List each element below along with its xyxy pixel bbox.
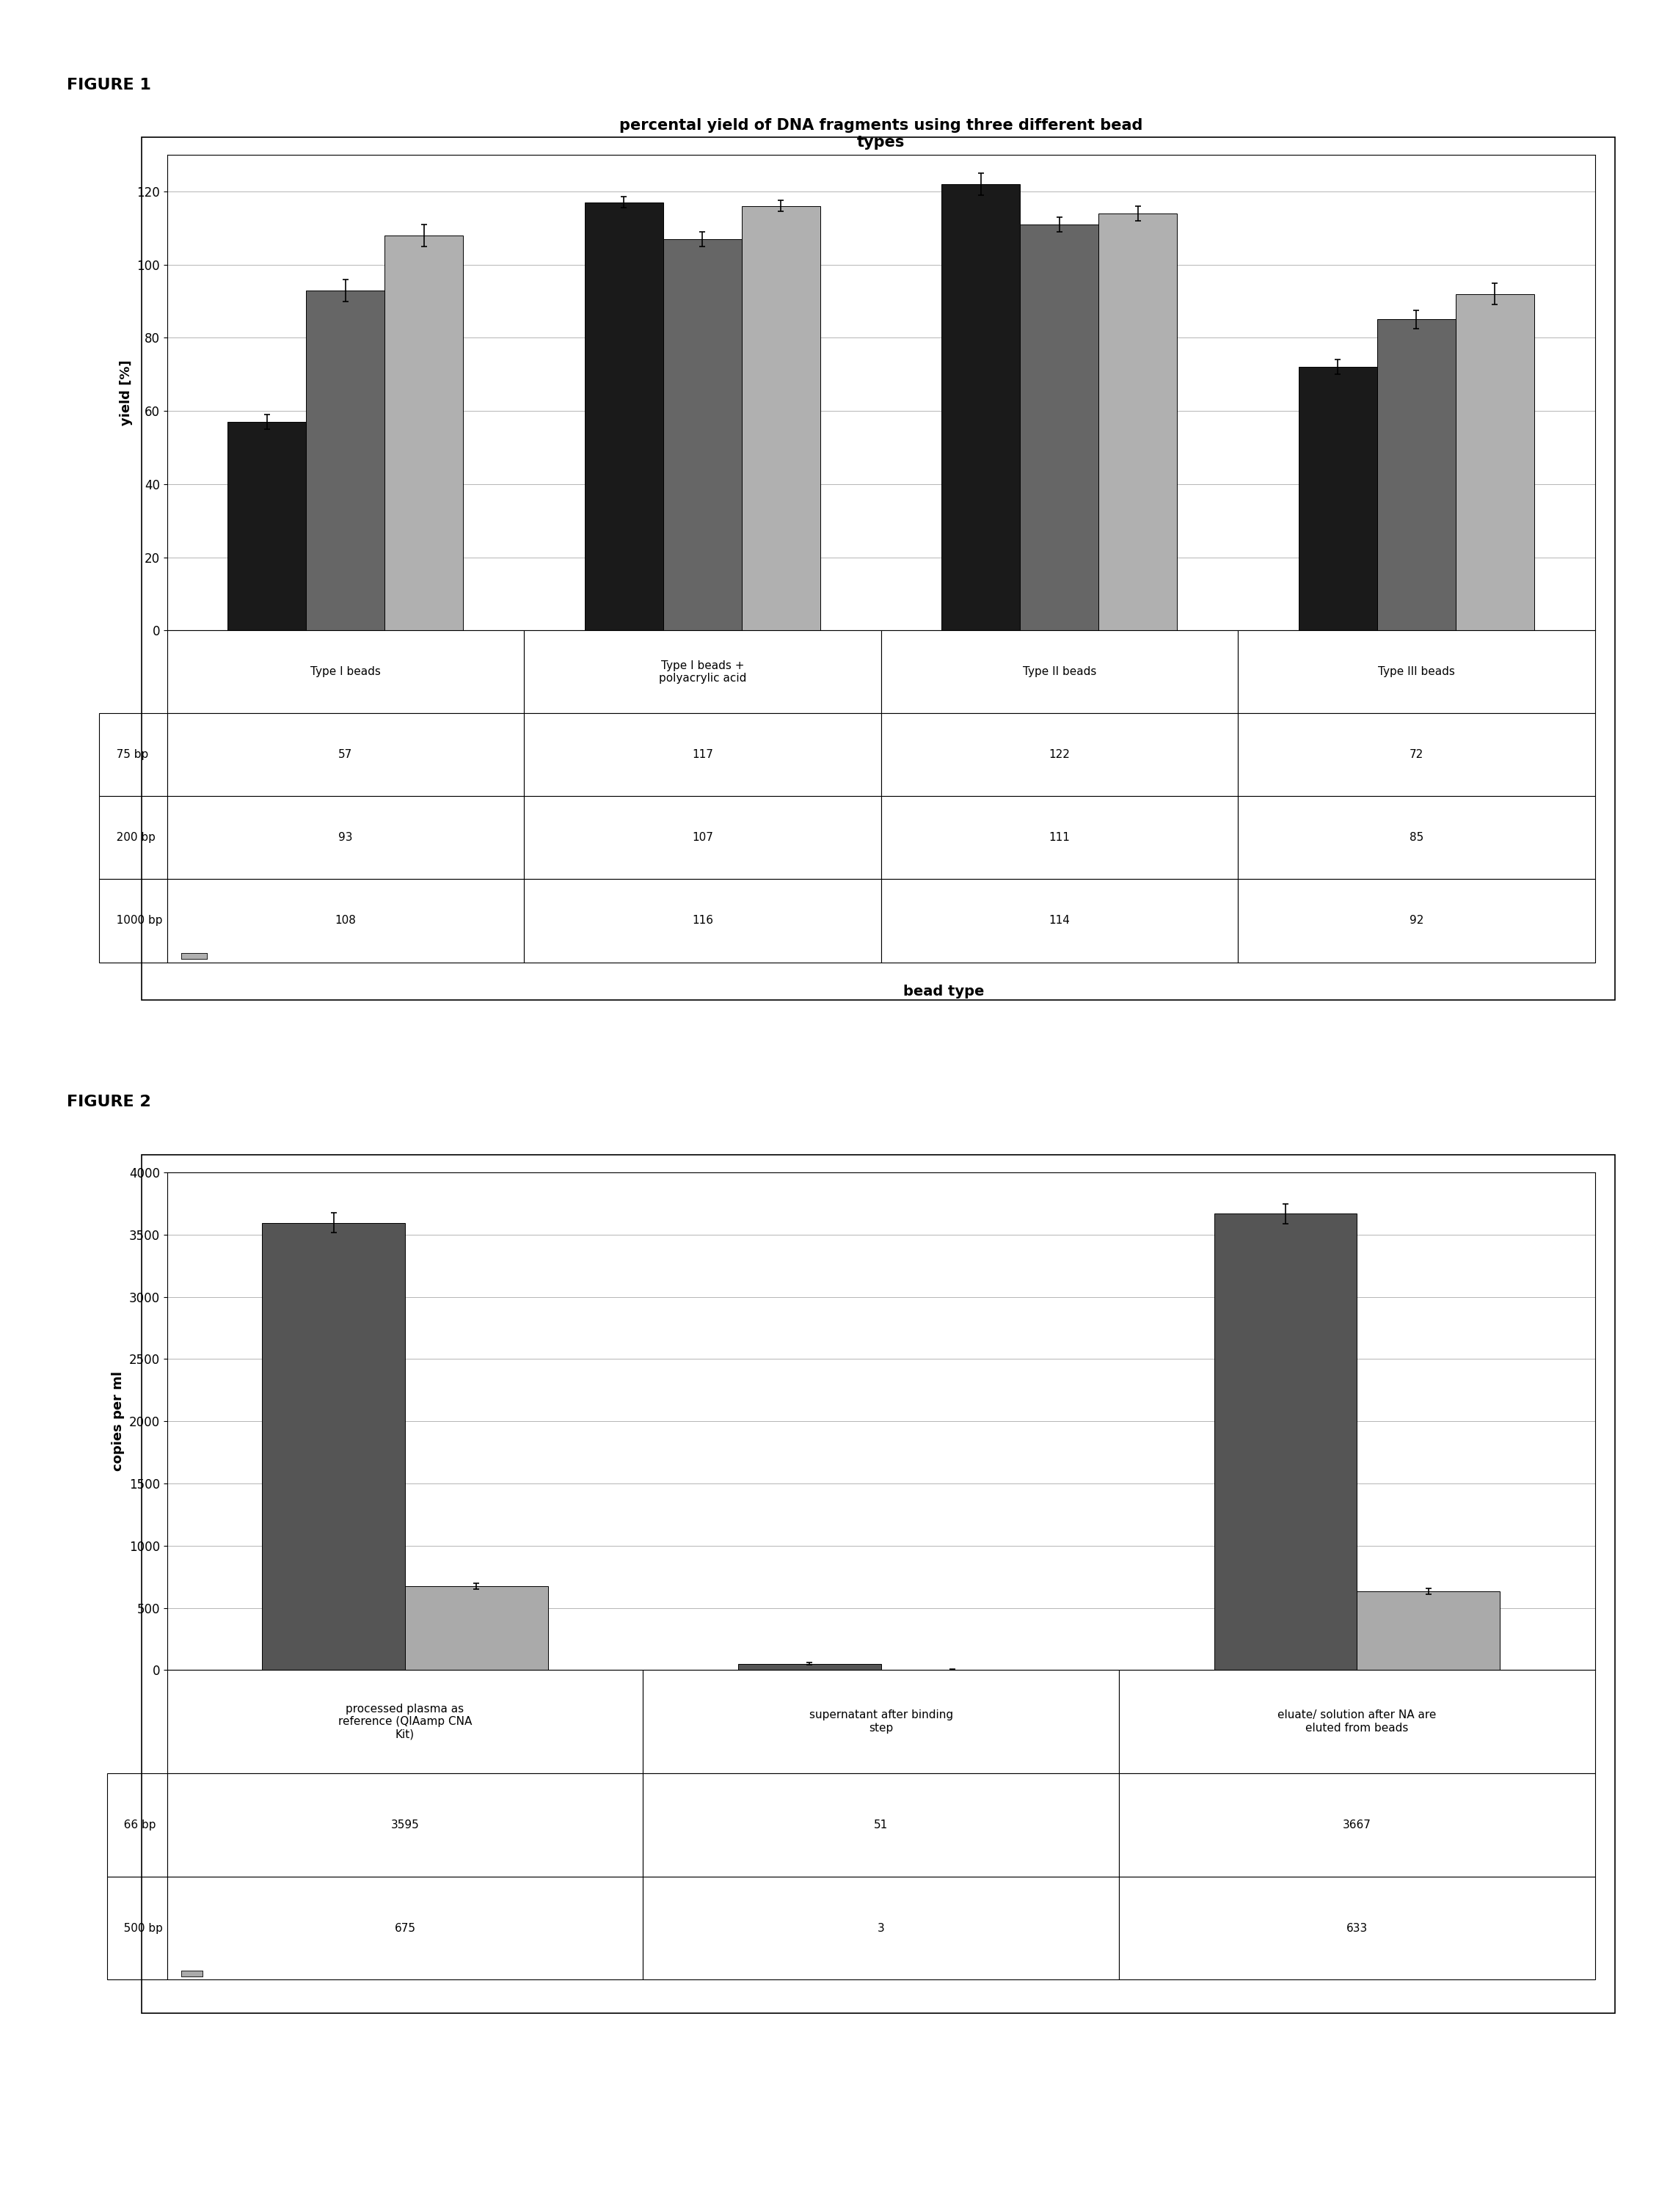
Bar	[262, 1223, 406, 1670]
Text: FIGURE 1: FIGURE 1	[67, 77, 150, 93]
Bar	[182, 953, 207, 960]
Bar	[1214, 1214, 1356, 1670]
Bar	[182, 1971, 202, 1978]
Bar	[1299, 367, 1378, 630]
Bar	[227, 422, 306, 630]
Bar	[182, 953, 207, 960]
Bar	[663, 239, 741, 630]
Bar	[182, 1971, 202, 1978]
Y-axis label: copies per ml: copies per ml	[112, 1371, 125, 1471]
Bar	[384, 234, 463, 630]
Bar	[738, 1663, 882, 1670]
Bar	[406, 1586, 548, 1670]
Bar	[1020, 223, 1099, 630]
Y-axis label: yield [%]: yield [%]	[119, 361, 132, 425]
Bar	[942, 184, 1020, 630]
Text: FIGURE 2: FIGURE 2	[67, 1095, 150, 1110]
Bar	[1356, 1590, 1500, 1670]
Bar	[1099, 212, 1177, 630]
Bar	[306, 290, 384, 630]
Bar	[182, 953, 207, 960]
Bar	[741, 206, 820, 630]
Title: percental yield of DNA fragments using three different bead
types: percental yield of DNA fragments using t…	[620, 117, 1142, 150]
Bar	[1456, 294, 1535, 630]
Bar	[1378, 319, 1456, 630]
Bar	[584, 204, 663, 630]
Text: bead type: bead type	[903, 984, 984, 998]
